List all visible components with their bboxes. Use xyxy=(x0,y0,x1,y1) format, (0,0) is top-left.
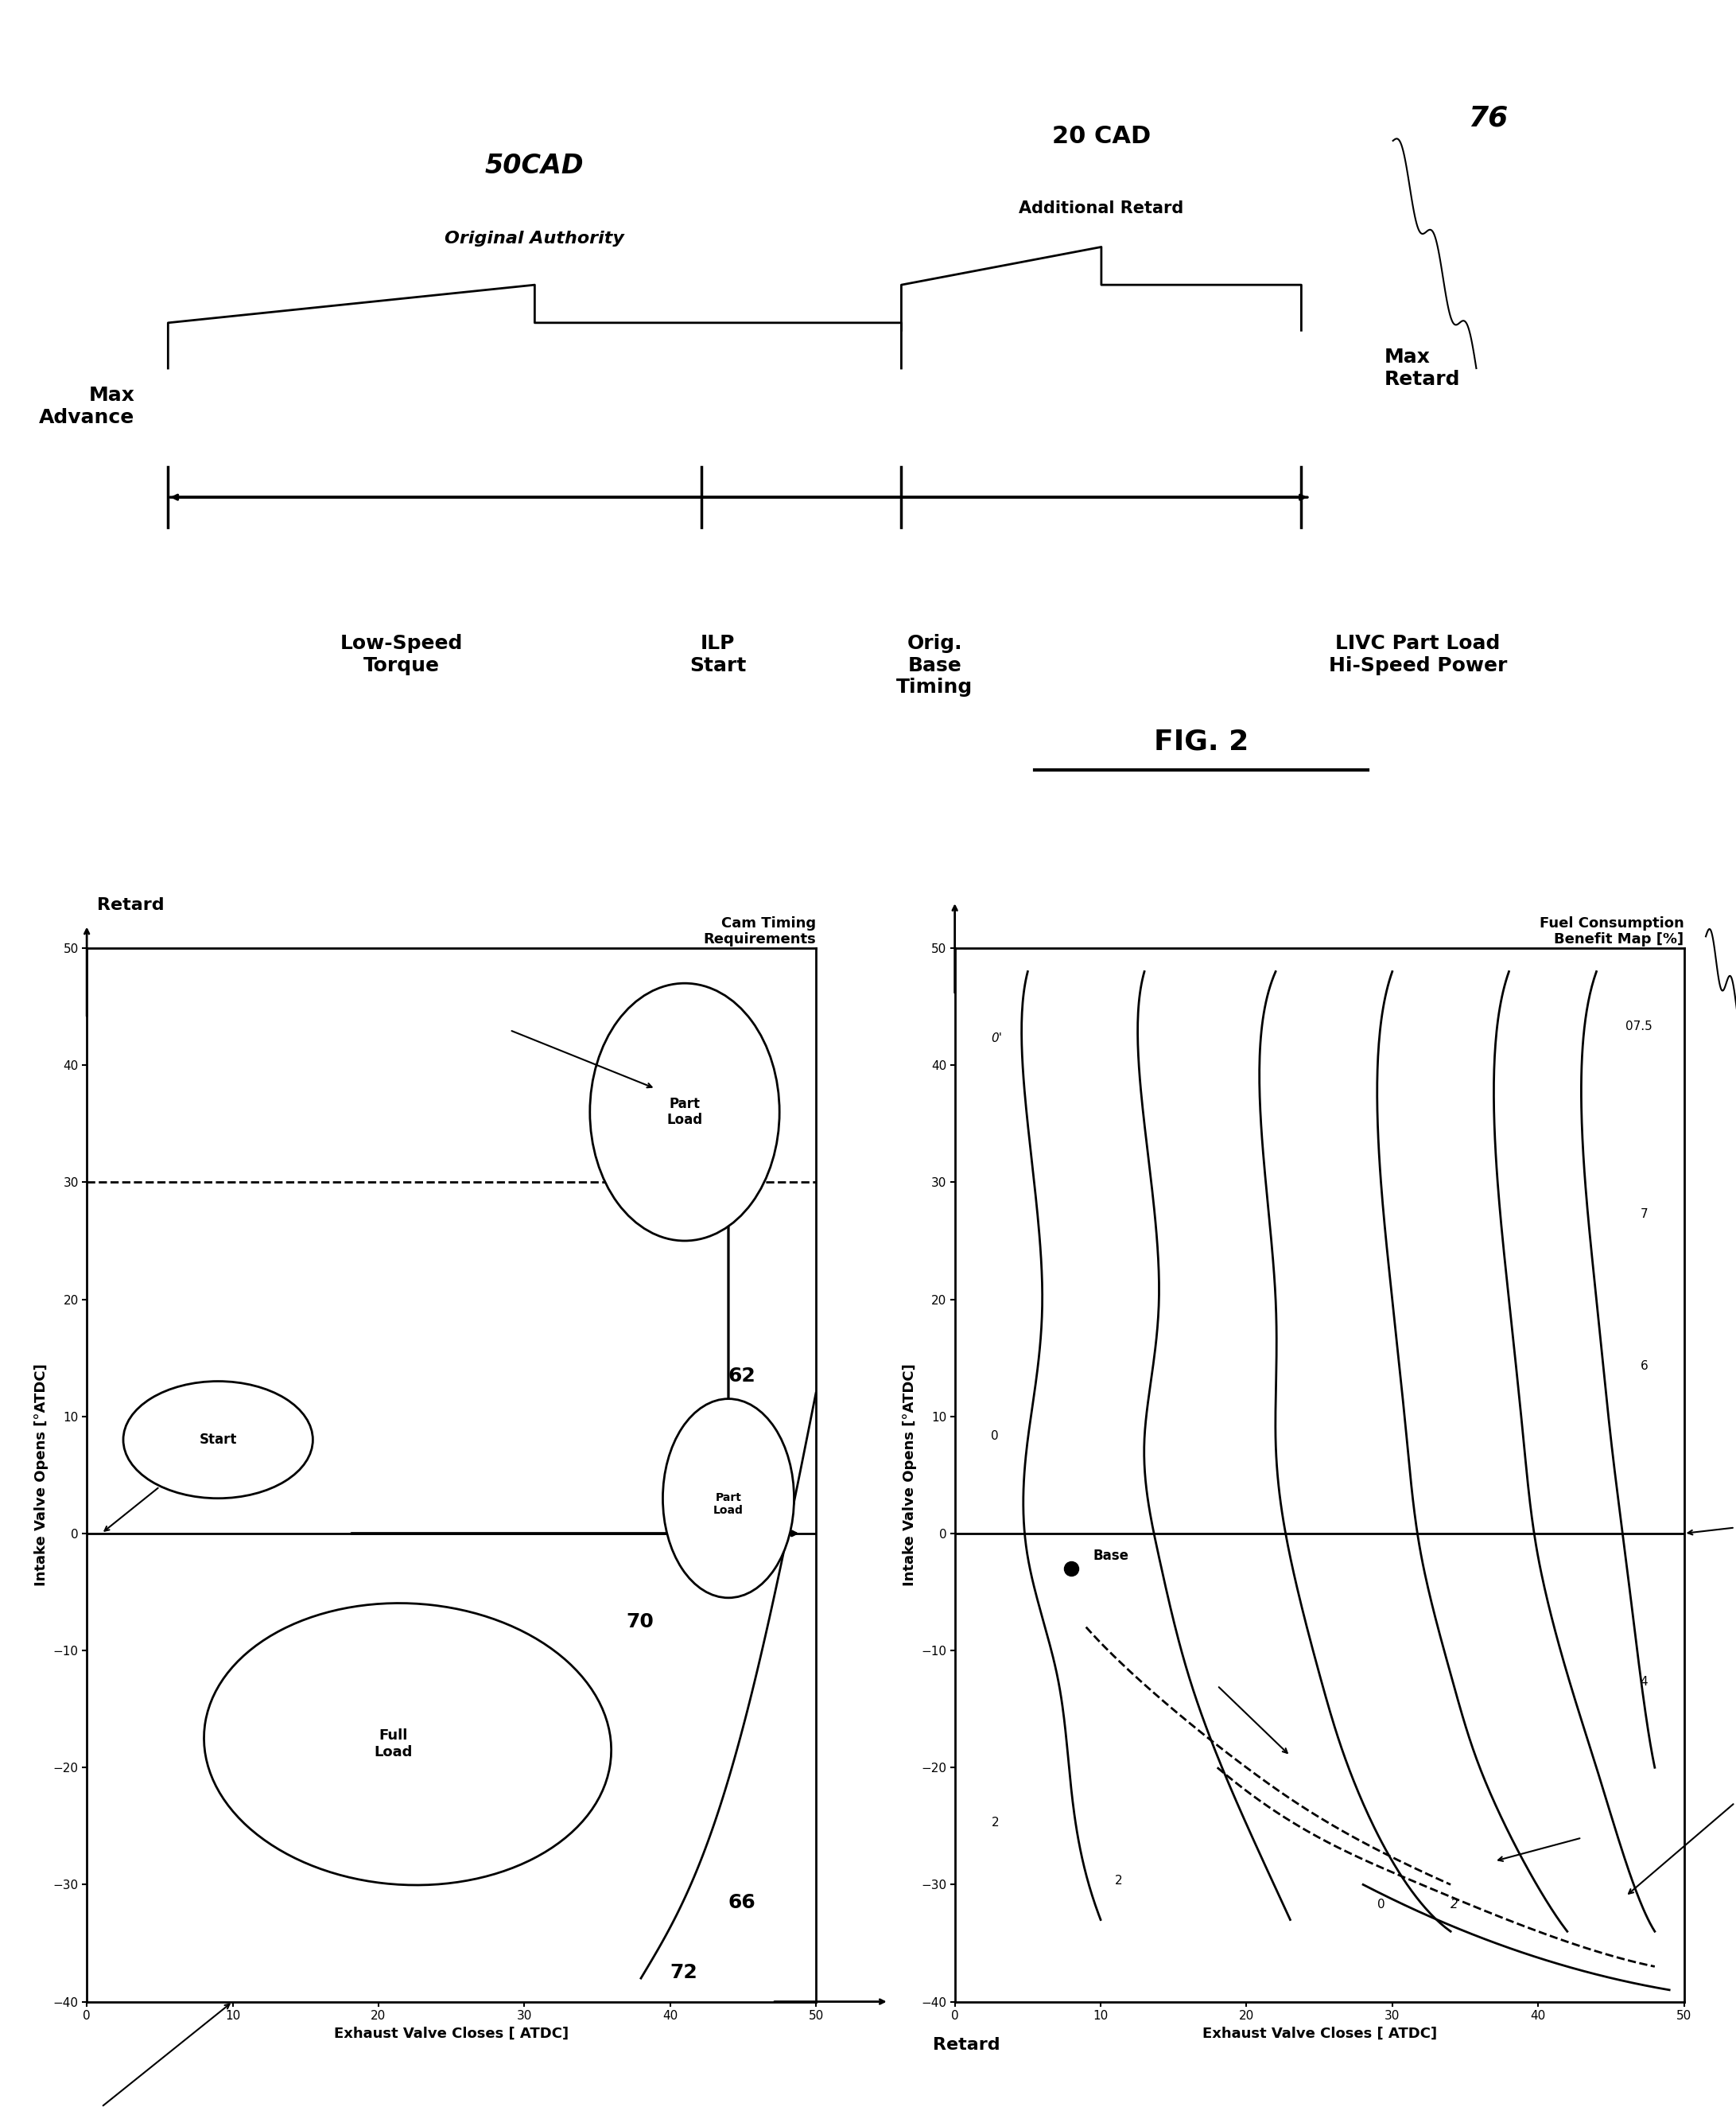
Y-axis label: Intake Valve Opens [°ATDC]: Intake Valve Opens [°ATDC] xyxy=(903,1363,917,1587)
Text: Full
Load: Full Load xyxy=(373,1728,411,1759)
Text: Start: Start xyxy=(200,1433,236,1448)
Text: 50CAD: 50CAD xyxy=(484,152,585,179)
X-axis label: Exhaust Valve Closes [ ATDC]: Exhaust Valve Closes [ ATDC] xyxy=(1201,2027,1437,2040)
Text: 2: 2 xyxy=(991,1816,998,1829)
X-axis label: Exhaust Valve Closes [ ATDC]: Exhaust Valve Closes [ ATDC] xyxy=(333,2027,569,2040)
Text: Base: Base xyxy=(1094,1549,1128,1563)
Text: 2: 2 xyxy=(1451,1898,1458,1911)
Text: 70: 70 xyxy=(627,1612,654,1631)
Text: Retard: Retard xyxy=(97,898,165,912)
Ellipse shape xyxy=(205,1603,611,1886)
Text: Cam Timing
Requirements: Cam Timing Requirements xyxy=(703,917,816,946)
Text: 76: 76 xyxy=(1469,105,1509,131)
Text: 2: 2 xyxy=(1115,1875,1123,1888)
Text: Part
Load: Part Load xyxy=(713,1492,743,1517)
Text: 4: 4 xyxy=(1641,1675,1647,1688)
Text: Part
Load: Part Load xyxy=(667,1096,703,1127)
Text: Retard: Retard xyxy=(932,2037,1000,2052)
Text: Additional Retard: Additional Retard xyxy=(1019,200,1184,217)
Ellipse shape xyxy=(663,1399,793,1597)
Y-axis label: Intake Valve Opens [°ATDC]: Intake Valve Opens [°ATDC] xyxy=(35,1363,49,1587)
Text: 6: 6 xyxy=(1641,1359,1647,1372)
Text: Max
Advance: Max Advance xyxy=(40,386,135,428)
Ellipse shape xyxy=(123,1382,312,1498)
Text: 62: 62 xyxy=(729,1365,757,1384)
Text: LIVC Part Load
Hi-Speed Power: LIVC Part Load Hi-Speed Power xyxy=(1328,634,1507,674)
Text: Fuel Consumption
Benefit Map [%]: Fuel Consumption Benefit Map [%] xyxy=(1540,917,1684,946)
Text: Original Authority: Original Authority xyxy=(444,232,625,247)
Text: 72: 72 xyxy=(670,1964,698,1983)
Text: 66: 66 xyxy=(729,1892,757,1911)
Text: 0': 0' xyxy=(991,1032,1002,1045)
Text: 0: 0 xyxy=(1378,1898,1385,1911)
Text: FIG. 2: FIG. 2 xyxy=(1154,729,1248,754)
Text: 0: 0 xyxy=(991,1431,998,1441)
Text: ILP
Start: ILP Start xyxy=(689,634,746,674)
Text: 07.5: 07.5 xyxy=(1625,1020,1653,1032)
Text: 7: 7 xyxy=(1641,1207,1647,1220)
Text: Low-Speed
Torque: Low-Speed Torque xyxy=(340,634,464,674)
Text: 20 CAD: 20 CAD xyxy=(1052,124,1151,147)
Text: Max
Retard: Max Retard xyxy=(1385,348,1460,390)
Ellipse shape xyxy=(590,984,779,1241)
Text: Orig.
Base
Timing: Orig. Base Timing xyxy=(896,634,972,697)
